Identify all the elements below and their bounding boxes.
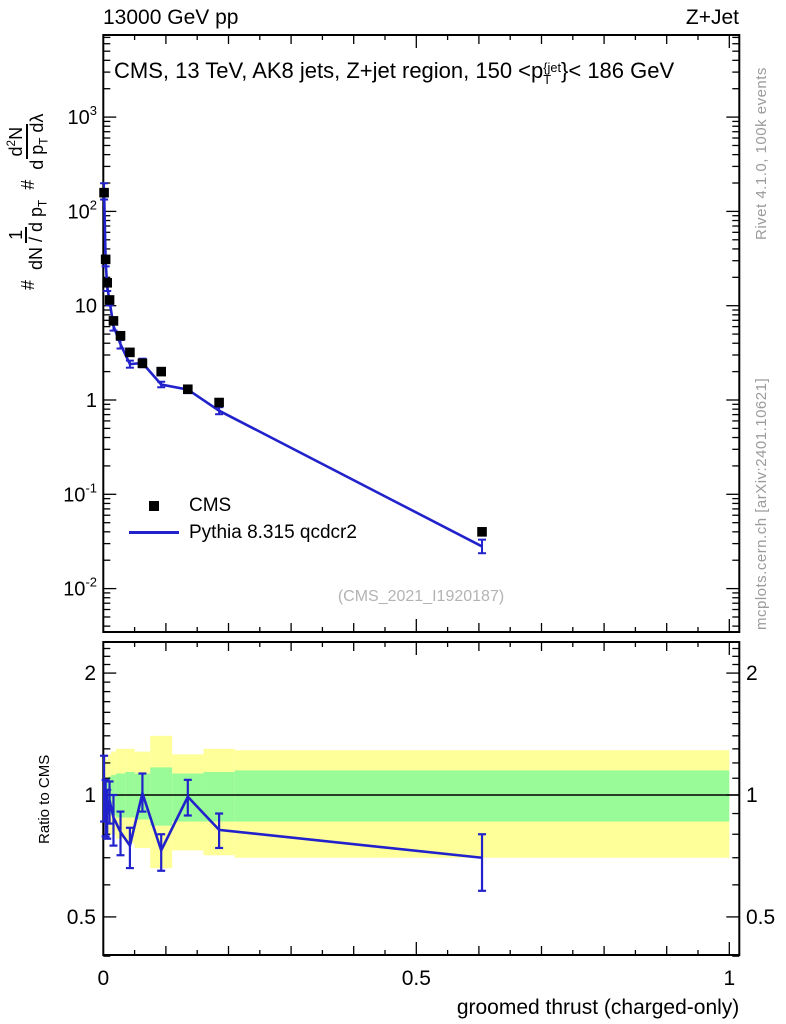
analysis-id-watermark: (CMS_2021_I1920187) xyxy=(337,588,505,605)
ratio-band-green xyxy=(103,767,730,826)
plot-title: CMS, 13 TeV, AK8 jets, Z+jet region, 150… xyxy=(114,58,674,86)
svg-text:1: 1 xyxy=(86,390,97,412)
legend: CMS Pythia 8.315 qcdcr2 xyxy=(129,492,357,546)
svg-text:102: 102 xyxy=(68,197,97,223)
data-points xyxy=(99,187,487,537)
fraction-d2n: d2N d pT dλ xyxy=(5,113,51,170)
process-label: Z+Jet xyxy=(685,6,739,29)
svg-text:2: 2 xyxy=(746,662,758,685)
data-marker-icon xyxy=(129,500,179,511)
x-axis-label: groomed thrust (charged-only) xyxy=(457,996,739,1019)
ratio-y-axis-label: Ratio to CMS xyxy=(36,754,53,844)
svg-text:0: 0 xyxy=(97,967,109,990)
legend-label-cms: CMS xyxy=(189,494,232,516)
svg-text:10-1: 10-1 xyxy=(63,480,97,506)
plot-title-suffix: }< 186 GeV xyxy=(561,58,675,83)
svg-text:groomed thrust (charged-only): groomed thrust (charged-only) xyxy=(457,996,739,1019)
svg-text:2: 2 xyxy=(84,662,96,685)
svg-text:0.5: 0.5 xyxy=(402,967,431,990)
beam-energy-label: 13000 GeV pp xyxy=(103,6,239,29)
svg-text:1: 1 xyxy=(723,967,735,990)
mc-line-icon xyxy=(129,531,179,534)
svg-text:1: 1 xyxy=(746,784,758,807)
ratio-curve xyxy=(102,788,483,860)
legend-label-pythia: Pythia 8.315 qcdcr2 xyxy=(189,521,357,543)
legend-item-pythia: Pythia 8.315 qcdcr2 xyxy=(129,519,357,546)
svg-text:0.5: 0.5 xyxy=(746,906,775,929)
svg-text:10-2: 10-2 xyxy=(63,575,97,601)
svg-text:0.5: 0.5 xyxy=(67,906,96,929)
plot-title-sub: T xyxy=(543,71,552,87)
svg-text:103: 103 xyxy=(68,103,97,129)
y-axis-label-main: # 1 dN / d pT # d2N d pT dλ xyxy=(5,111,51,290)
pt-jet-supsub: {jet T xyxy=(543,59,562,87)
legend-item-cms: CMS xyxy=(129,492,357,519)
hash-symbol: # xyxy=(17,179,38,190)
plot-title-sup: {jet xyxy=(543,59,562,75)
hash-symbol: # xyxy=(17,279,38,290)
svg-text:1: 1 xyxy=(84,784,96,807)
svg-text:10: 10 xyxy=(75,296,97,318)
plot-title-prefix: CMS, 13 TeV, AK8 jets, Z+jet region, 150… xyxy=(114,58,544,83)
mcplots-reference-note: mcplots.cern.ch [arXiv:2401.10621] xyxy=(753,377,770,630)
generator-version-note: Rivet 4.1.0, 100k events xyxy=(753,67,770,240)
fraction-one-over-dndpt: 1 dN / d pT xyxy=(5,199,50,270)
